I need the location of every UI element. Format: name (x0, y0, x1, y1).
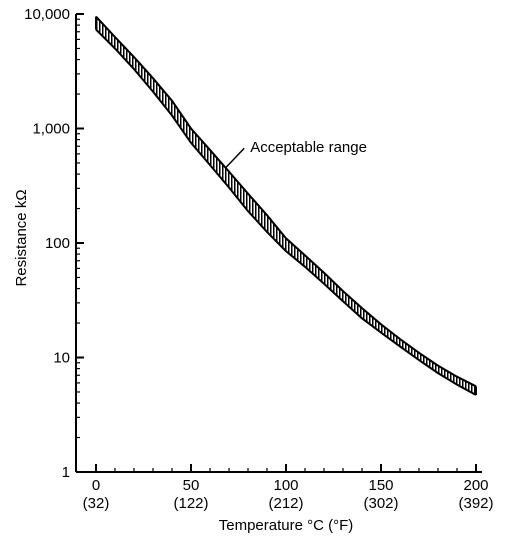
y-tick-label: 100 (45, 235, 70, 252)
y-tick-label: 1 (62, 464, 70, 481)
x-tick-sublabel: (302) (363, 495, 398, 512)
y-tick-label: 10,000 (24, 6, 70, 23)
x-tick-sublabel: (392) (458, 495, 493, 512)
x-tick-sublabel: (212) (268, 495, 303, 512)
x-tick-label: 200 (463, 477, 488, 494)
y-tick-label: 1,000 (32, 121, 70, 138)
x-tick-label: 100 (273, 477, 298, 494)
x-tick-sublabel: (122) (173, 495, 208, 512)
plot-area: 1101001,00010,0000(32)50(122)100(212)150… (24, 6, 493, 512)
band-upper-line (95, 15, 477, 388)
annotation-label: Acceptable range (250, 139, 367, 156)
x-tick-sublabel: (32) (83, 495, 110, 512)
x-tick-label: 150 (368, 477, 393, 494)
x-tick-label: 50 (183, 477, 200, 494)
y-axis-label: Resistance kΩ (13, 189, 30, 286)
band-lower-line (95, 28, 477, 396)
annotation-leader-line (224, 147, 245, 169)
y-tick-label: 10 (53, 350, 70, 367)
x-axis-label: Temperature °C (°F) (219, 517, 354, 534)
acceptable-range-band (96, 16, 476, 395)
x-tick-label: 0 (92, 477, 100, 494)
